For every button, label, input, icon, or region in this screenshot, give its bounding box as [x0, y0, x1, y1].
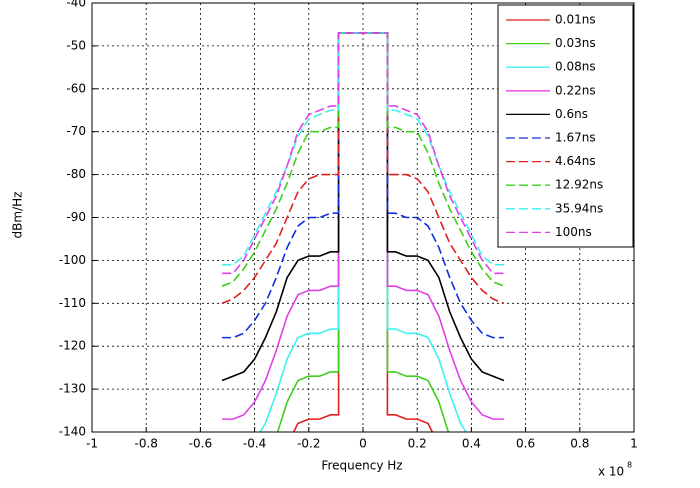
- legend-label: 1.67ns: [555, 131, 596, 145]
- legend-box: [497, 4, 634, 248]
- y-tick-label: -50: [66, 38, 86, 52]
- legend-label: 4.64ns: [555, 154, 596, 168]
- y-tick-label: -140: [59, 425, 86, 439]
- y-tick-label: -100: [59, 253, 86, 267]
- x-tick-label: -1: [86, 437, 98, 451]
- y-tick-label: -70: [66, 124, 86, 138]
- x-tick-label: 0.2: [408, 437, 427, 451]
- y-tick-label: -130: [59, 382, 86, 396]
- plot-frame: [91, 2, 635, 433]
- legend-label: 12.92ns: [555, 178, 603, 192]
- x-tick-label: 0.6: [516, 437, 535, 451]
- x-tick-label: -0.2: [297, 437, 320, 451]
- x-tick-label: 0.8: [570, 437, 589, 451]
- x-tick-label: -0.8: [134, 437, 157, 451]
- y-tick-label: -40: [66, 0, 86, 10]
- x-tick-label: 0: [359, 437, 367, 451]
- y-tick-label: -80: [66, 167, 86, 181]
- x-exponent: 8: [627, 461, 632, 470]
- legend-label: 0.22ns: [555, 83, 596, 97]
- legend-label: 35.94ns: [555, 201, 603, 215]
- x-tick-label: 0.4: [462, 437, 481, 451]
- legend-label: 0.6ns: [555, 107, 588, 121]
- y-tick-label: -60: [66, 81, 86, 95]
- x-tick-label: -0.6: [189, 437, 212, 451]
- legend-label: 0.03ns: [555, 36, 596, 50]
- x-tick-label: 1: [630, 437, 638, 451]
- x-axis-label: Frequency Hz: [321, 459, 402, 473]
- legend-label: 0.08ns: [555, 60, 596, 74]
- x-tick-label: -0.4: [243, 437, 266, 451]
- plot-lines: [221, 32, 505, 432]
- legend-label: 100ns: [555, 225, 592, 239]
- y-axis-label: dBm/Hz: [11, 192, 25, 239]
- y-tick-label: -90: [66, 210, 86, 224]
- legend-label: 0.01ns: [555, 13, 596, 27]
- y-tick-label: -110: [59, 296, 86, 310]
- y-tick-label: -120: [59, 339, 86, 353]
- x-multiplier: x 10: [598, 465, 624, 479]
- series-line: [222, 32, 504, 275]
